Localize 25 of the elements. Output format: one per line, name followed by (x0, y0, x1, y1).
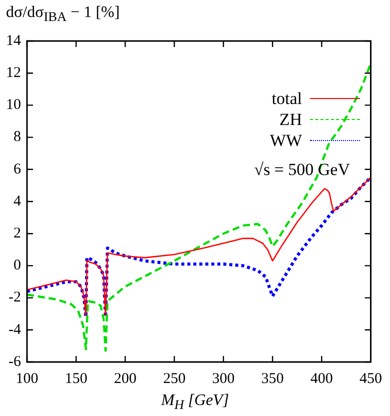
x-tick-label: 300 (212, 370, 235, 387)
x-tick-label: 250 (163, 370, 186, 387)
y-tick-label: -4 (8, 322, 22, 338)
y-tick-label: 14 (6, 32, 22, 49)
x-tick-label: 150 (64, 370, 88, 387)
legend-label: ZH (279, 109, 302, 130)
x-tick-label: 200 (114, 370, 136, 387)
legend-label: total (272, 88, 302, 109)
y-tick-label: 2 (14, 226, 21, 242)
legend-label: WW (270, 130, 302, 151)
y-tick-label: -6 (8, 354, 22, 370)
x-tick-label: 400 (310, 370, 333, 387)
x-axis-title: M$_{H}$ [GeV] (160, 392, 230, 414)
y-tick-label: 6 (14, 161, 22, 178)
y-axis-title: dσ/dσ$_{IBA}$ − 1 [%] (6, 4, 120, 26)
x-tick-label: 450 (360, 370, 382, 387)
annotation: √s = 500 GeV (254, 160, 350, 180)
x-tick-label: 100 (16, 370, 38, 387)
y-tick-label: 4 (14, 193, 22, 210)
y-tick-label: -2 (8, 290, 21, 306)
y-tick-label: 0 (14, 258, 21, 274)
y-tick-label: 8 (14, 129, 21, 146)
y-tick-label: 12 (6, 65, 21, 82)
y-tick-label: 10 (6, 97, 21, 114)
x-tick-label: 350 (261, 370, 284, 387)
